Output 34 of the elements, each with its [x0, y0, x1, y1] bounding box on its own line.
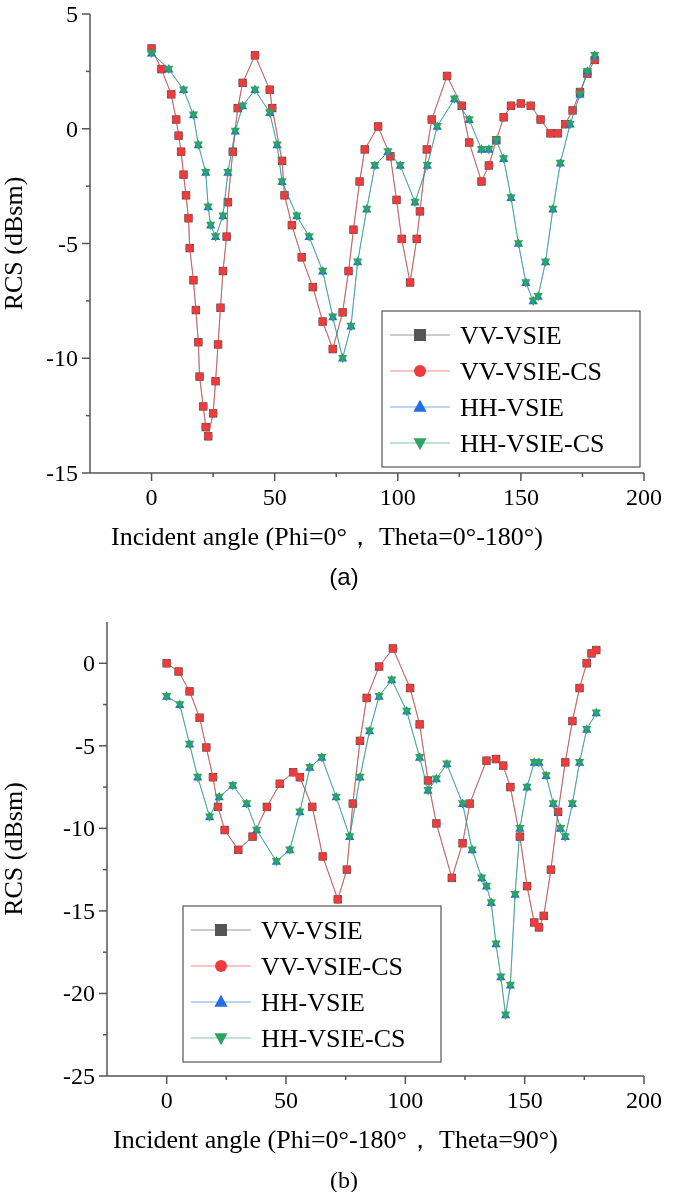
y-tick-label: -25 — [63, 1063, 95, 1089]
y-tick-label: 5 — [66, 1, 78, 27]
legend-label: VV-VSIE-CS — [460, 357, 603, 386]
x-tick-label: 50 — [274, 1087, 298, 1113]
x-tick-label: 100 — [387, 1087, 424, 1113]
y-tick-label: -10 — [63, 815, 95, 842]
y-tick-label: 0 — [66, 115, 78, 142]
legend-label: VV-VSIE-CS — [261, 952, 404, 981]
x-tick-label: 50 — [262, 484, 287, 510]
y-tick-label: 0 — [83, 650, 95, 677]
y-tick-label: -10 — [46, 345, 78, 372]
x-axis-title: Incident angle (Phi=0°-180°， Theta=90°) — [113, 1125, 558, 1154]
legend-label: VV-VSIE — [460, 321, 562, 350]
y-axis-title: RCS (dBsm) — [0, 176, 28, 311]
x-tick-label: 200 — [626, 1087, 662, 1113]
legend-label: HH-VSIE — [261, 988, 365, 1017]
y-tick-label: -5 — [58, 230, 78, 257]
legend-label: HH-VSIE-CS — [261, 1024, 406, 1053]
x-tick-label: 100 — [379, 484, 416, 510]
x-tick-label: 200 — [626, 484, 662, 510]
y-axis-title: RCS (dBsm) — [0, 782, 28, 916]
legend-label: HH-VSIE-CS — [460, 429, 605, 458]
y-tick-label: -20 — [63, 980, 95, 1007]
x-tick-label: 150 — [502, 484, 539, 510]
legend-label: VV-VSIE — [261, 916, 363, 945]
text: (a) — [329, 563, 359, 590]
x-tick-label: 0 — [145, 484, 158, 510]
x-tick-label: 0 — [160, 1087, 173, 1113]
x-tick-label: 150 — [506, 1087, 543, 1113]
x-axis-title: Incident angle (Phi=0°， Theta=0°-180°) — [111, 522, 543, 551]
y-tick-label: -15 — [63, 897, 95, 924]
y-tick-label: -15 — [46, 460, 78, 486]
y-tick-label: -5 — [75, 732, 95, 759]
legend-label: HH-VSIE — [460, 393, 564, 422]
